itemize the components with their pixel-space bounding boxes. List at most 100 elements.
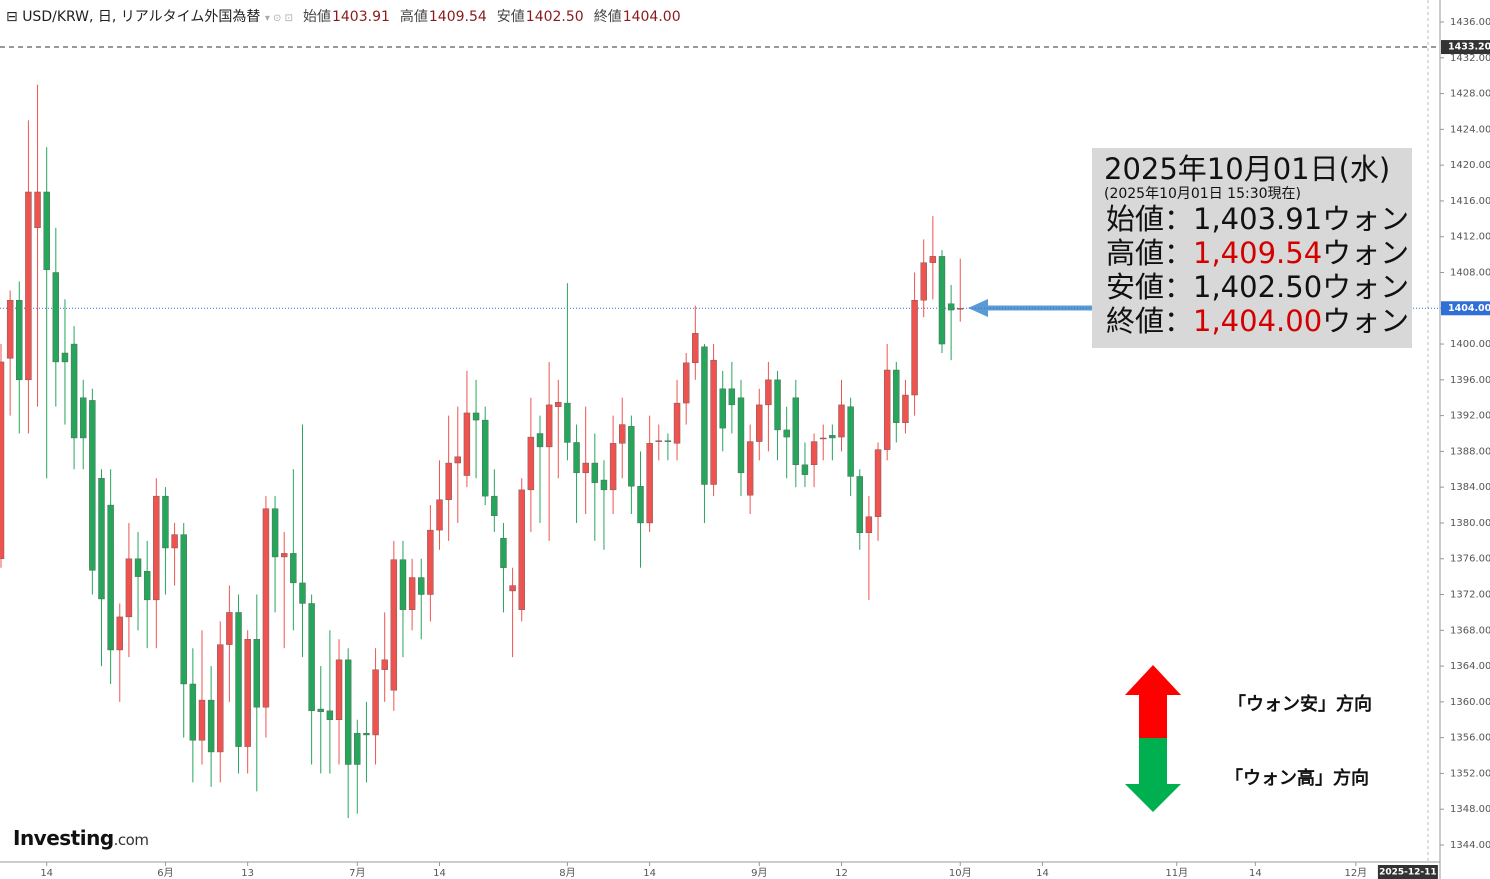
candle-body [89, 400, 96, 571]
y-tick-label: 1380.00 [1450, 518, 1490, 529]
y-tick-label: 1428.00 [1450, 89, 1490, 100]
y-tick-label: 1408.00 [1450, 267, 1490, 278]
candle-body [107, 504, 114, 651]
candle-body [646, 443, 653, 524]
candle-body [847, 406, 854, 477]
annotation-value: 1,402.50 [1193, 270, 1323, 304]
y-tick-label: 1364.00 [1450, 661, 1490, 672]
candle-body [308, 603, 315, 712]
candle-body [774, 379, 781, 431]
x-tick-label: 11月 [1165, 867, 1188, 879]
price-tag [1441, 301, 1490, 316]
candle-body [500, 537, 507, 568]
candle-body [957, 308, 964, 310]
annotation-date: 2025年10月01日(水) [1104, 152, 1391, 186]
candle-body [454, 456, 461, 464]
annotation-label: 高値： [1106, 236, 1194, 270]
candle-body [418, 577, 425, 595]
annotation-box: 2025年10月01日(水) (2025年10月01日 15:30現在) 始値：… [1092, 148, 1412, 348]
annotation-row: 始値：1,403.91ウォン [1106, 202, 1412, 236]
price-tag-label: 1433.20 [1448, 42, 1490, 53]
y-tick-label: 1372.00 [1450, 590, 1490, 601]
x-tick-label: 6月 [157, 867, 173, 879]
candle-body [783, 429, 790, 438]
candle-body [143, 571, 151, 601]
candle-body [116, 616, 123, 651]
candle-body [664, 440, 672, 442]
y-tick-label: 1384.00 [1450, 482, 1490, 493]
annotation-value: 1,404.00 [1193, 304, 1323, 338]
y-tick-label: 1348.00 [1450, 804, 1490, 815]
header-value: 1402.50 [525, 9, 584, 25]
candle-body [290, 553, 297, 584]
candle-body [354, 732, 361, 765]
candle-body [125, 558, 133, 618]
candle-body [491, 495, 498, 517]
candle-body [582, 462, 589, 474]
candle-body [34, 191, 41, 228]
candle-body [719, 388, 726, 429]
candle-body [326, 710, 334, 720]
candle-body [472, 412, 480, 421]
logo: Investing.com [13, 826, 149, 850]
candle-body [701, 346, 708, 485]
chart-header: ⊟ USD/KRW, 日, リアルタイム外国為替 ▾ ⊙ ⊡ 始値1403.91 高… [6, 9, 681, 25]
x-tick-label: 14 [643, 868, 656, 879]
candle-body [893, 369, 900, 423]
candle-body [829, 435, 836, 439]
candle-body [6, 300, 14, 359]
candle-body [637, 486, 644, 524]
candle-body [253, 639, 261, 708]
candle-body [673, 402, 681, 444]
candle-body [61, 352, 69, 363]
candle-body [98, 478, 105, 600]
candle-body [564, 402, 571, 443]
candle-body [929, 256, 937, 263]
x-tick-label: 14 [40, 868, 53, 879]
candle-body [171, 534, 178, 549]
candle-body [372, 669, 379, 736]
candle-body [344, 659, 352, 765]
header-label: 始値 [302, 9, 331, 25]
x-tick-label: 8月 [559, 867, 575, 879]
y-tick-label: 1392.00 [1450, 411, 1490, 422]
annotation-label: 始値： [1106, 202, 1194, 236]
y-tick-label: 1396.00 [1450, 375, 1490, 386]
candle-body [463, 412, 471, 476]
y-tick-label: 1376.00 [1450, 554, 1490, 565]
candle-body [235, 612, 242, 747]
chart-title: USD/KRW, 日, リアルタイム外国為替 [22, 9, 261, 25]
candle-body [883, 369, 891, 450]
candle-body [162, 495, 169, 549]
direction-down-label: 「ウォン高」方向 [1225, 768, 1369, 789]
y-tick-label: 1344.00 [1450, 840, 1490, 851]
y-tick-label: 1388.00 [1450, 446, 1490, 457]
y-tick-label: 1360.00 [1450, 697, 1490, 708]
candle-body [436, 499, 443, 531]
annotation-unit: ウォン [1322, 270, 1410, 304]
candle-body [765, 379, 772, 406]
candle-body [180, 534, 187, 685]
annotation-row: 高値：1,409.54ウォン [1106, 236, 1412, 270]
annotation-unit: ウォン [1322, 304, 1410, 338]
annotation-value: 1,409.54 [1193, 236, 1323, 270]
candle-body [838, 404, 845, 438]
candle-body [746, 441, 754, 496]
candle-body [737, 397, 745, 474]
x-tick-label: 9月 [751, 867, 767, 879]
candle-body [555, 401, 562, 407]
candle-body [710, 359, 717, 485]
header-label: 終値 [593, 9, 622, 25]
candle-body [536, 433, 544, 448]
candle-body [262, 508, 270, 708]
annotation-unit: ウォン [1322, 202, 1410, 236]
candle-body [865, 516, 873, 534]
candle-body [335, 659, 343, 720]
x-tick-label: 12月 [1344, 867, 1367, 879]
candle-body [619, 424, 626, 444]
y-tick-label: 1412.00 [1450, 232, 1490, 243]
candle-body [947, 303, 955, 311]
y-tick-label: 1352.00 [1450, 768, 1490, 779]
candle-body [792, 397, 800, 466]
candle-body [874, 449, 882, 517]
